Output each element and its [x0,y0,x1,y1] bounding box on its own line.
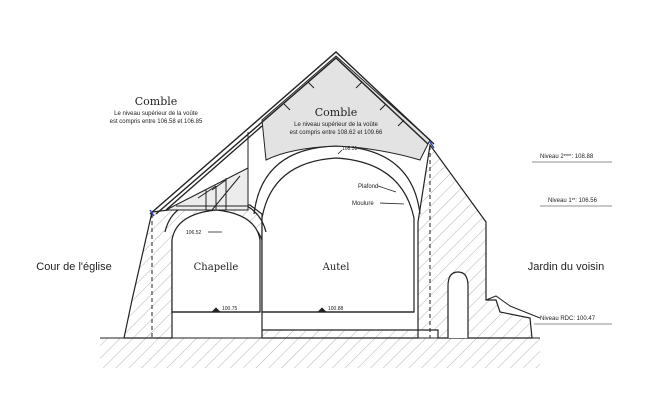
niveau-rdc-label: Niveau RDC: 100.47 [540,316,596,322]
jardin-label: Jardin du voisin [528,261,604,273]
comble-left-note-2: est compris entre 106.58 et 106.85 [110,119,203,125]
ground-section [100,337,540,368]
moulure-label: Moulure [352,201,374,207]
niveau-1-label: Niveau 1er: 106.56 [548,196,598,204]
autel-space [261,157,415,313]
roof-markers [283,81,405,127]
spot-height-autel-floor: 100.88 [328,306,344,312]
comble-left-truss [165,132,249,211]
section-dashed-lines [151,146,431,338]
chapelle-label: Chapelle [194,262,239,273]
doorway-right [447,271,469,338]
cour-label: Cour de l'église [36,261,111,273]
comble-right-space [261,55,431,161]
level-marks [532,161,612,325]
comble-left-note-1: Le niveau supérieur de la voûte [114,111,198,117]
comble-right-note-2: est compris entre 108.62 et 109.66 [290,130,383,136]
spot-height-chapelle-floor: 100.75 [222,306,238,312]
chapelle-space [171,209,261,313]
ground-right-rubble [485,295,541,319]
blue-markers [149,141,435,217]
plafond-label: Plafond [358,184,378,190]
text-labels: Comble Le niveau supérieur de la voûte e… [36,95,604,322]
autel-label: Autel [322,262,350,273]
floor-level-markers [211,307,327,313]
spot-height-chapelle-springing: 106.52 [186,230,202,236]
spot-height-vault-top: 108.31 [342,146,358,152]
leader-lines [208,149,405,233]
comble-left-title: Comble [135,95,178,108]
roof-outline [149,51,435,215]
comble-right-title: Comble [315,106,358,119]
niveau-2-label: Niveau 2ème: 108.88 [540,152,594,160]
comble-right-note-1: Le niveau supérieur de la voûte [294,122,378,128]
